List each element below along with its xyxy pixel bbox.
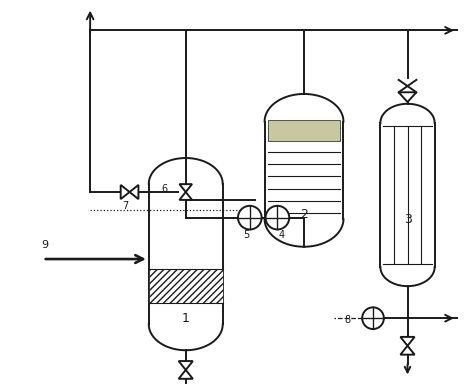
- Text: 5: 5: [243, 230, 249, 240]
- Text: 1: 1: [182, 312, 190, 325]
- Circle shape: [265, 206, 289, 229]
- Text: 3: 3: [403, 213, 411, 226]
- Polygon shape: [401, 346, 415, 354]
- Polygon shape: [129, 185, 138, 199]
- Text: 6: 6: [161, 184, 167, 194]
- Polygon shape: [180, 184, 192, 192]
- Polygon shape: [180, 192, 192, 200]
- Circle shape: [238, 206, 262, 229]
- Text: 4: 4: [278, 230, 284, 240]
- Polygon shape: [121, 185, 129, 199]
- Text: 7: 7: [122, 201, 129, 211]
- Polygon shape: [179, 370, 193, 379]
- Bar: [381, 104, 435, 286]
- Bar: [149, 158, 223, 350]
- Bar: [149, 269, 223, 303]
- Polygon shape: [399, 92, 416, 102]
- Text: 2: 2: [300, 208, 308, 221]
- Polygon shape: [179, 361, 193, 370]
- Circle shape: [362, 307, 384, 329]
- Bar: [267, 120, 340, 141]
- Polygon shape: [401, 337, 415, 346]
- Text: 9: 9: [41, 240, 48, 250]
- Text: 8: 8: [344, 315, 350, 325]
- Bar: [264, 94, 344, 247]
